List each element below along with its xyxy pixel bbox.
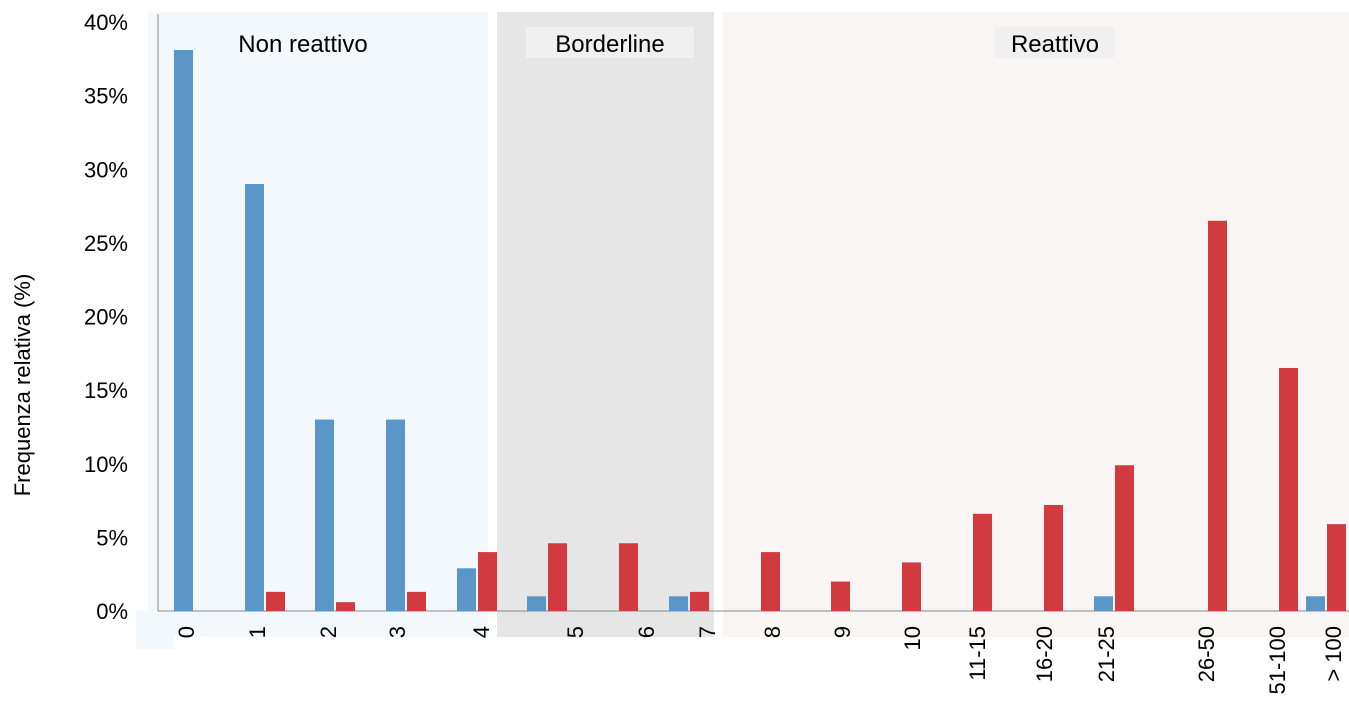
bar: [690, 591, 709, 611]
bar: [831, 581, 850, 611]
zone-label-background: [526, 27, 694, 58]
x-tick-label: 1: [245, 626, 270, 638]
bar: [902, 562, 921, 611]
y-tick-label: 15%: [84, 378, 128, 403]
y-tick-label: 10%: [84, 452, 128, 477]
x-tick-label: 11-15: [965, 626, 990, 681]
x-tick-label: 4: [469, 626, 494, 638]
bar: [1279, 368, 1298, 611]
bar: [1044, 504, 1063, 611]
x-tick-label: 16-20: [1032, 626, 1057, 682]
x-tick-label: 51-100: [1265, 626, 1290, 695]
y-axis-label: Frequenza relativa (%): [10, 274, 35, 497]
x-tick-label: 10: [900, 626, 925, 650]
bar: [548, 543, 567, 611]
bar: [315, 419, 334, 611]
zone-band: [136, 611, 174, 649]
y-tick-label: 20%: [84, 305, 128, 330]
bar: [266, 591, 285, 611]
zone-band: [497, 12, 714, 637]
bar: [174, 49, 193, 612]
zone-label: Non reattivo: [238, 31, 367, 58]
bar: [1306, 596, 1325, 611]
zone-label: Reattivo: [1011, 31, 1099, 58]
bar: [1115, 465, 1134, 611]
bar: [457, 568, 476, 611]
y-tick-label: 5%: [96, 525, 128, 550]
x-tick-label: 6: [634, 626, 659, 638]
x-tick-label: 3: [385, 626, 410, 638]
bar: [245, 183, 264, 611]
bar: [1094, 596, 1113, 611]
zone-label-background: [995, 27, 1115, 58]
x-tick-label: 21-25: [1094, 626, 1119, 682]
bar: [973, 513, 992, 611]
x-tick-label: 5: [563, 626, 588, 638]
x-tick-label: 2: [316, 626, 341, 638]
x-tick-label: > 100: [1321, 626, 1346, 682]
bar: [1208, 220, 1227, 611]
x-tick-label: 9: [830, 626, 855, 638]
bar: [336, 602, 355, 611]
y-tick-label: 40%: [84, 10, 128, 35]
y-tick-label: 30%: [84, 157, 128, 182]
y-tick-label: 25%: [84, 231, 128, 256]
x-tick-label: 7: [695, 626, 720, 638]
bar: [527, 596, 546, 611]
x-tick-label: 26-50: [1194, 626, 1219, 682]
y-tick-label: 35%: [84, 84, 128, 109]
bar: [386, 419, 405, 611]
x-tick-label: 8: [760, 626, 785, 638]
bar: [1327, 524, 1346, 611]
x-tick-label: 0: [174, 626, 199, 638]
bar: [669, 596, 688, 611]
bar: [478, 552, 497, 611]
y-tick-label: 0%: [96, 599, 128, 624]
bar: [619, 543, 638, 611]
bar: [761, 552, 780, 611]
zone-band: [723, 12, 1349, 637]
bar: [407, 591, 426, 611]
zone-label: Borderline: [555, 31, 664, 58]
